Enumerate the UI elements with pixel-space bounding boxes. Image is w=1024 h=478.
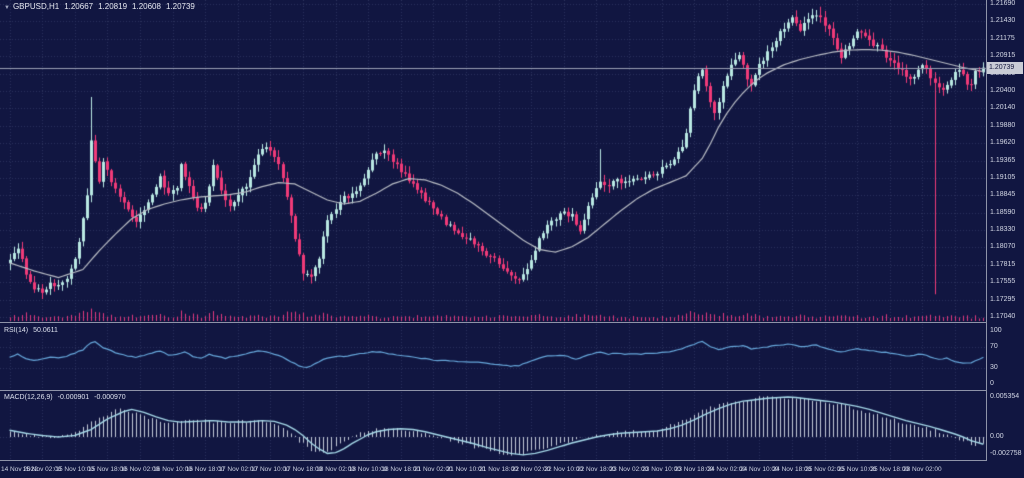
time-axis-label: 21 Nov 10:00	[446, 466, 486, 473]
price-axis-label: 1.20915	[990, 52, 1016, 60]
panel-separator[interactable]	[0, 322, 986, 323]
time-axis-label: 17 Nov 02:00	[218, 466, 258, 473]
time-axis-label: 17 Nov 10:00	[250, 466, 290, 473]
rsi-axis-label: 30	[990, 363, 998, 371]
macd-axis-label: 0.00	[990, 433, 1004, 440]
price-axis-label: 1.18590	[990, 208, 1016, 216]
rsi-indicator-label: RSI(14) 50.0611	[4, 327, 63, 335]
price-axis-label: 1.21690	[990, 0, 1016, 7]
time-axis-label: 18 Nov 10:00	[348, 466, 388, 473]
time-axis-label: 15 Nov 18:00	[87, 466, 127, 473]
time-axis-label: 24 Nov 10:00	[739, 466, 779, 473]
time-axis-label: 23 Nov 10:00	[642, 466, 681, 473]
time-axis-label: 15 Nov 02:00	[22, 466, 62, 473]
time-axis-label: 25 Nov 02:00	[805, 466, 844, 473]
current-price-tag: 1.20739	[987, 62, 1023, 74]
price-axis-label: 1.21430	[990, 17, 1016, 25]
time-axis-label: 23 Nov 18:00	[674, 466, 714, 473]
time-axis-label: 22 Nov 02:00	[511, 466, 551, 473]
price-axis-label: 1.20140	[990, 104, 1016, 112]
price-axis-label: 1.19365	[990, 156, 1016, 164]
time-axis-label: 23 Nov 02:00	[609, 466, 649, 473]
panel-separator[interactable]	[0, 390, 986, 391]
price-axis-label: 1.18845	[990, 191, 1016, 199]
time-axis-label: 28 Nov 02:00	[902, 466, 942, 473]
price-axis-label: 1.19620	[990, 139, 1016, 147]
panel-separator	[0, 460, 986, 461]
axis-border	[986, 0, 987, 461]
time-axis-label: 16 Nov 18:00	[185, 466, 225, 473]
price-axis-label: 1.19880	[990, 121, 1016, 129]
time-axis-label: 22 Nov 10:00	[544, 466, 584, 473]
close-value: 1.20739	[165, 2, 195, 11]
rsi-axis-label: 70	[990, 342, 998, 350]
price-axis-label: 1.19105	[990, 173, 1016, 181]
rsi-axis-label: 100	[990, 327, 1002, 334]
time-axis-label: 16 Nov 02:00	[120, 466, 160, 473]
price-axis-label: 1.18070	[990, 243, 1016, 251]
current-price-value: 1.20739	[989, 64, 1015, 71]
macd-main-value: -0.000901	[57, 394, 90, 401]
time-axis-label: 16 Nov 10:00	[153, 466, 192, 473]
price-axis-label: 1.17815	[990, 260, 1016, 268]
rsi-name: RSI(14)	[4, 327, 29, 334]
rsi-current-value: 50.0611	[33, 327, 58, 334]
price-axis-label: 1.21175	[990, 34, 1015, 42]
chart-title: ▼ GBPUSD,H1 1.20667 1.20819 1.20608 1.20739	[4, 2, 200, 13]
rsi-axis-label: 0	[990, 379, 994, 387]
time-axis-label: 24 Nov 02:00	[707, 466, 747, 473]
low-value: 1.20608	[132, 2, 161, 11]
open-value: 1.20667	[64, 2, 94, 11]
macd-name: MACD(12,26,9)	[4, 394, 53, 401]
time-axis-label: 18 Nov 02:00	[316, 466, 355, 473]
high-value: 1.20819	[98, 2, 128, 11]
time-axis-label: 24 Nov 18:00	[772, 466, 812, 473]
price-axis-label: 1.18330	[990, 226, 1016, 234]
time-axis-label: 15 Nov 10:00	[55, 466, 95, 473]
time-axis-label: 14 Nov 2022	[1, 466, 38, 473]
price-axis-label: 1.17295	[990, 295, 1016, 303]
price-axis-label: 1.17040	[990, 313, 1016, 321]
time-axis-label: 22 Nov 18:00	[576, 466, 616, 473]
macd-indicator-label: MACD(12,26,9) -0.000901 -0.000970	[4, 394, 131, 402]
time-axis-label: 25 Nov 10:00	[837, 466, 877, 473]
symbol-timeframe: GBPUSD,H1	[12, 2, 60, 11]
chart-dropdown-icon[interactable]: ▼	[4, 5, 10, 11]
price-axis-label: 1.17555	[990, 278, 1016, 286]
time-axis-label: 21 Nov 02:00	[413, 466, 453, 473]
time-axis-label: 18 Nov 18:00	[381, 466, 421, 473]
price-axis-label: 1.20400	[990, 86, 1016, 94]
macd-axis-label: 0.005354	[990, 393, 1020, 401]
time-axis-label: 17 Nov 18:00	[283, 466, 323, 473]
macd-axis-label: -0.002758	[990, 450, 1022, 457]
time-axis-label: 21 Nov 18:00	[479, 466, 518, 473]
macd-signal-value: -0.000970	[94, 394, 126, 401]
time-axis-label: 25 Nov 18:00	[870, 466, 910, 473]
